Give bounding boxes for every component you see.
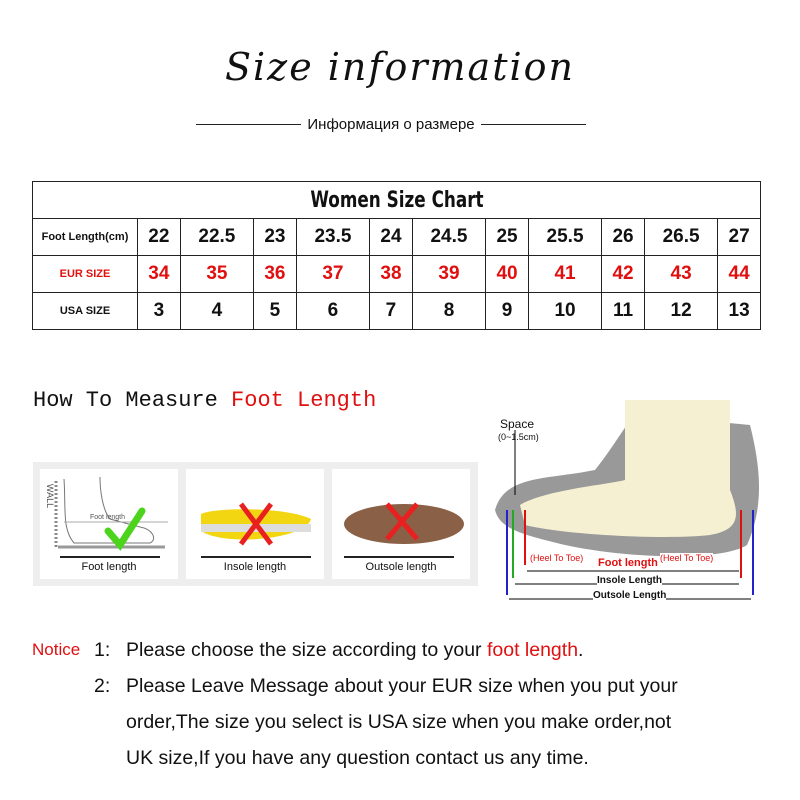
heel-to-toe-label: (Heel To Toe) (530, 553, 584, 563)
foot-length-label: Foot length (598, 557, 658, 569)
page-title: Size information (225, 45, 575, 89)
table-cell: 7 (369, 292, 413, 330)
note-2-line: UK size,If you have any question contact… (126, 747, 589, 769)
table-cell: 22 (137, 218, 181, 256)
insole-length-label: Insole Length (597, 575, 662, 586)
notes: Notice 1: Please choose the size according… (32, 632, 678, 776)
wall-label: WALL (45, 483, 56, 509)
table-cell: 36 (253, 255, 297, 293)
heading-prefix: How To Measure (33, 388, 232, 413)
table-cell: 26 (601, 218, 645, 256)
note-2-line: order,The size you select is USA size wh… (126, 711, 672, 733)
table-row-foot-length: Foot Length(cm) 22 22.5 23 23.5 24 24.5 25 25.5 2… (32, 218, 761, 256)
table-cell: 27 (717, 218, 761, 256)
note-end: . (578, 639, 584, 661)
note-number: 2: (94, 675, 111, 697)
note-2-line: Please Leave Message about your EUR size… (126, 675, 678, 697)
table-row-usa: USA SIZE 3 4 5 6 7 8 9 10 11 12 13 (32, 292, 761, 330)
space-label: Space (500, 417, 535, 431)
note-number: 1: (94, 639, 111, 661)
heel-to-toe-label: (Heel To Toe) (660, 553, 714, 563)
table-cell: 38 (369, 255, 413, 293)
table-cell: 25 (485, 218, 529, 256)
how-to-measure-heading: How To Measure Foot Length (33, 388, 376, 413)
measure-panel: WALL Foot length Foot length Insole leng… (33, 462, 478, 586)
table-cell: 39 (411, 255, 487, 293)
outsole-illustration (344, 502, 464, 558)
table-cell: 23.5 (295, 218, 371, 256)
row-header: Foot Length(cm) (32, 218, 138, 256)
card-label: Outsole length (365, 561, 437, 573)
table-cell: 42 (601, 255, 645, 293)
note-text: Please choose the size according to your (126, 639, 487, 661)
table-cell: 41 (527, 255, 603, 293)
note-highlight: foot length (486, 639, 579, 661)
size-chart-table: Women Size Chart Foot Length(cm) 22 22.5 23… (32, 181, 761, 330)
table-cell: 43 (643, 255, 719, 293)
table-cell: 13 (717, 292, 761, 330)
size-chart-caption: Women Size Chart (86, 181, 707, 219)
inner-foot-length-label: Foot length (90, 514, 126, 521)
notice-label: Notice (32, 640, 81, 659)
table-cell: 23 (253, 218, 297, 256)
table-cell: 34 (137, 255, 181, 293)
table-cell: 40 (485, 255, 529, 293)
table-cell: 24.5 (411, 218, 487, 256)
card-insole-length: Insole length (186, 469, 324, 579)
table-cell: 5 (253, 292, 297, 330)
subtitle-text: Информация о размере (307, 116, 475, 133)
foot-wall-illustration (54, 476, 168, 558)
shoe-measurement-diagram: Space (0~1.5cm) (Heel To Toe) Foot lengt… (485, 385, 795, 610)
table-cell: 6 (295, 292, 371, 330)
card-foot-length: WALL Foot length Foot length (40, 469, 178, 579)
card-outsole-length: Outsole length (332, 469, 470, 579)
space-range-label: (0~1.5cm) (498, 432, 539, 442)
table-cell: 8 (411, 292, 487, 330)
table-cell: 35 (179, 255, 255, 293)
row-header: USA SIZE (32, 292, 138, 330)
card-label: Foot length (81, 561, 137, 573)
table-cell: 24 (369, 218, 413, 256)
outsole-length-label: Outsole Length (593, 590, 667, 601)
row-header: EUR SIZE (32, 255, 138, 293)
note-1: Please choose the size according to your… (126, 632, 583, 668)
subtitle: Информация о размере (196, 116, 586, 133)
table-cell: 37 (295, 255, 371, 293)
table-cell: 3 (137, 292, 181, 330)
table-cell: 26.5 (643, 218, 719, 256)
table-cell: 22.5 (179, 218, 255, 256)
table-cell: 11 (601, 292, 645, 330)
table-cell: 4 (179, 292, 255, 330)
table-cell: 44 (717, 255, 761, 293)
table-cell: 12 (643, 292, 719, 330)
table-row-eur: EUR SIZE 34 35 36 37 38 39 40 41 42 43 44 (32, 255, 761, 293)
shoe-cross-section-icon (495, 400, 760, 600)
table-cell: 10 (527, 292, 603, 330)
card-label: Insole length (223, 561, 287, 573)
table-cell: 25.5 (527, 218, 603, 256)
table-cell: 9 (485, 292, 529, 330)
heading-highlight: Foot Length (231, 388, 377, 413)
insole-illustration (201, 502, 311, 558)
